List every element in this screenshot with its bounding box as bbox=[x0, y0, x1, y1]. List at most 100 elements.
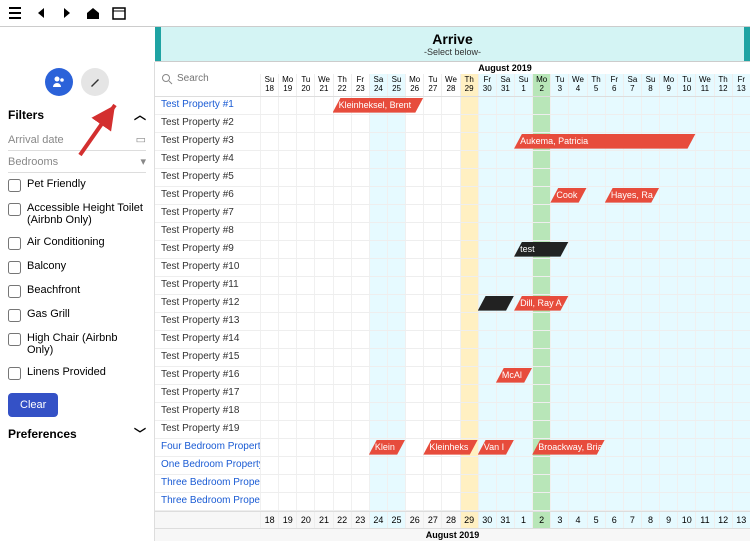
people-filter-button[interactable] bbox=[45, 68, 73, 96]
prev-icon[interactable] bbox=[32, 4, 50, 22]
arrival-date-field[interactable]: Arrival date ▭ bbox=[8, 129, 146, 151]
timeline[interactable] bbox=[260, 151, 750, 168]
property-name: Test Property #5 bbox=[155, 169, 260, 186]
day-header[interactable]: We4 bbox=[568, 74, 586, 96]
property-row: Test Property #9test bbox=[155, 241, 750, 259]
checkbox[interactable] bbox=[8, 203, 21, 216]
timeline[interactable]: McAl bbox=[260, 367, 750, 384]
booking-bar[interactable]: Aukema, Patricia bbox=[514, 134, 695, 149]
menu-icon[interactable] bbox=[6, 4, 24, 22]
day-footer: 22 bbox=[333, 512, 351, 528]
filter-checkbox-3[interactable]: Balcony bbox=[8, 255, 146, 279]
timeline[interactable] bbox=[260, 421, 750, 438]
day-header[interactable]: Su18 bbox=[260, 74, 278, 96]
day-header[interactable]: Th29 bbox=[460, 74, 478, 96]
day-header[interactable]: We21 bbox=[314, 74, 332, 96]
day-header[interactable]: Su8 bbox=[641, 74, 659, 96]
checkbox[interactable] bbox=[8, 237, 21, 250]
day-header[interactable]: Su25 bbox=[387, 74, 405, 96]
property-name[interactable]: Test Property #1 bbox=[155, 97, 260, 114]
property-name[interactable]: Four Bedroom Property bbox=[155, 439, 260, 456]
property-name[interactable]: Three Bedroom Property #2 bbox=[155, 493, 260, 510]
timeline[interactable]: KleinKleinheksVan IBroackway, Brian bbox=[260, 439, 750, 456]
timeline[interactable] bbox=[260, 403, 750, 420]
timeline[interactable] bbox=[260, 223, 750, 240]
timeline[interactable]: Kleinheksel, Brent bbox=[260, 97, 750, 114]
day-header[interactable]: Sa7 bbox=[623, 74, 641, 96]
clear-button[interactable]: Clear bbox=[8, 393, 58, 417]
bedrooms-field[interactable]: Bedrooms ▾ bbox=[8, 151, 146, 173]
property-name: Test Property #7 bbox=[155, 205, 260, 222]
day-header[interactable]: Sa31 bbox=[496, 74, 514, 96]
checkbox[interactable] bbox=[8, 333, 21, 346]
search-icon bbox=[161, 73, 173, 85]
brush-button[interactable] bbox=[81, 68, 109, 96]
timeline[interactable] bbox=[260, 385, 750, 402]
search-input[interactable] bbox=[177, 73, 247, 84]
day-header[interactable]: Tu20 bbox=[296, 74, 314, 96]
timeline[interactable]: Aukema, Patricia bbox=[260, 133, 750, 150]
timeline[interactable]: Dill, Ray A bbox=[260, 295, 750, 312]
filter-checkbox-5[interactable]: Gas Grill bbox=[8, 303, 146, 327]
booking-bar[interactable]: Kleinheksel, Brent bbox=[333, 98, 424, 113]
day-header[interactable]: Th5 bbox=[587, 74, 605, 96]
checkbox[interactable] bbox=[8, 261, 21, 274]
filter-checkbox-1[interactable]: Accessible Height Toilet (Airbnb Only) bbox=[8, 197, 146, 231]
filter-checkbox-6[interactable]: High Chair (Airbnb Only) bbox=[8, 327, 146, 361]
day-header[interactable]: Mo2 bbox=[532, 74, 550, 96]
day-header[interactable]: Th22 bbox=[333, 74, 351, 96]
checkbox[interactable] bbox=[8, 285, 21, 298]
header-band[interactable]: Arrive -Select below- bbox=[155, 27, 750, 62]
timeline[interactable] bbox=[260, 259, 750, 276]
day-header[interactable]: Mo26 bbox=[405, 74, 423, 96]
calendar-icon[interactable] bbox=[110, 4, 128, 22]
property-name: Test Property #16 bbox=[155, 367, 260, 384]
day-header[interactable]: Mo19 bbox=[278, 74, 296, 96]
day-header[interactable]: We11 bbox=[695, 74, 713, 96]
day-header[interactable]: Fr13 bbox=[732, 74, 750, 96]
day-header[interactable]: Sa24 bbox=[369, 74, 387, 96]
day-header[interactable]: Su1 bbox=[514, 74, 532, 96]
property-name[interactable]: Three Bedroom Property #1 bbox=[155, 475, 260, 492]
day-header[interactable]: Fr6 bbox=[605, 74, 623, 96]
timeline[interactable] bbox=[260, 169, 750, 186]
filter-checkbox-4[interactable]: Beachfront bbox=[8, 279, 146, 303]
day-header[interactable]: Tu27 bbox=[423, 74, 441, 96]
property-name[interactable]: One Bedroom Property #2 bbox=[155, 457, 260, 474]
timeline[interactable] bbox=[260, 493, 750, 510]
timeline[interactable] bbox=[260, 115, 750, 132]
day-header[interactable]: Mo9 bbox=[659, 74, 677, 96]
filter-checkbox-7[interactable]: Linens Provided bbox=[8, 361, 146, 385]
timeline[interactable]: CookHayes, Ra bbox=[260, 187, 750, 204]
filter-checkbox-0[interactable]: Pet Friendly bbox=[8, 173, 146, 197]
booking-bar[interactable]: Kleinheks bbox=[423, 440, 477, 455]
checkbox[interactable] bbox=[8, 367, 21, 380]
day-header[interactable]: Fr30 bbox=[478, 74, 496, 96]
day-header[interactable]: Fr23 bbox=[351, 74, 369, 96]
filters-section-toggle[interactable]: Filters ︿ bbox=[8, 106, 146, 123]
timeline[interactable] bbox=[260, 277, 750, 294]
booking-bar[interactable]: Dill, Ray A bbox=[514, 296, 568, 311]
timeline[interactable] bbox=[260, 331, 750, 348]
search-input-wrap[interactable] bbox=[155, 70, 260, 88]
checkbox[interactable] bbox=[8, 179, 21, 192]
booking-bar[interactable]: test bbox=[514, 242, 568, 257]
timeline[interactable] bbox=[260, 457, 750, 474]
checkbox[interactable] bbox=[8, 309, 21, 322]
timeline[interactable] bbox=[260, 205, 750, 222]
preferences-section-toggle[interactable]: Preferences ﹀ bbox=[8, 425, 146, 442]
day-header[interactable]: Tu3 bbox=[550, 74, 568, 96]
day-header[interactable]: Tu10 bbox=[677, 74, 695, 96]
next-icon[interactable] bbox=[58, 4, 76, 22]
timeline[interactable]: test bbox=[260, 241, 750, 258]
day-header[interactable]: Th12 bbox=[714, 74, 732, 96]
home-icon[interactable] bbox=[84, 4, 102, 22]
timeline[interactable] bbox=[260, 313, 750, 330]
filter-checkbox-2[interactable]: Air Conditioning bbox=[8, 231, 146, 255]
booking-bar[interactable]: Hayes, Ra bbox=[605, 188, 659, 203]
timeline[interactable] bbox=[260, 475, 750, 492]
day-header[interactable]: We28 bbox=[441, 74, 459, 96]
timeline[interactable] bbox=[260, 349, 750, 366]
booking-bar[interactable]: Broackway, Brian bbox=[532, 440, 605, 455]
checkbox-label: Accessible Height Toilet (Airbnb Only) bbox=[27, 202, 146, 226]
